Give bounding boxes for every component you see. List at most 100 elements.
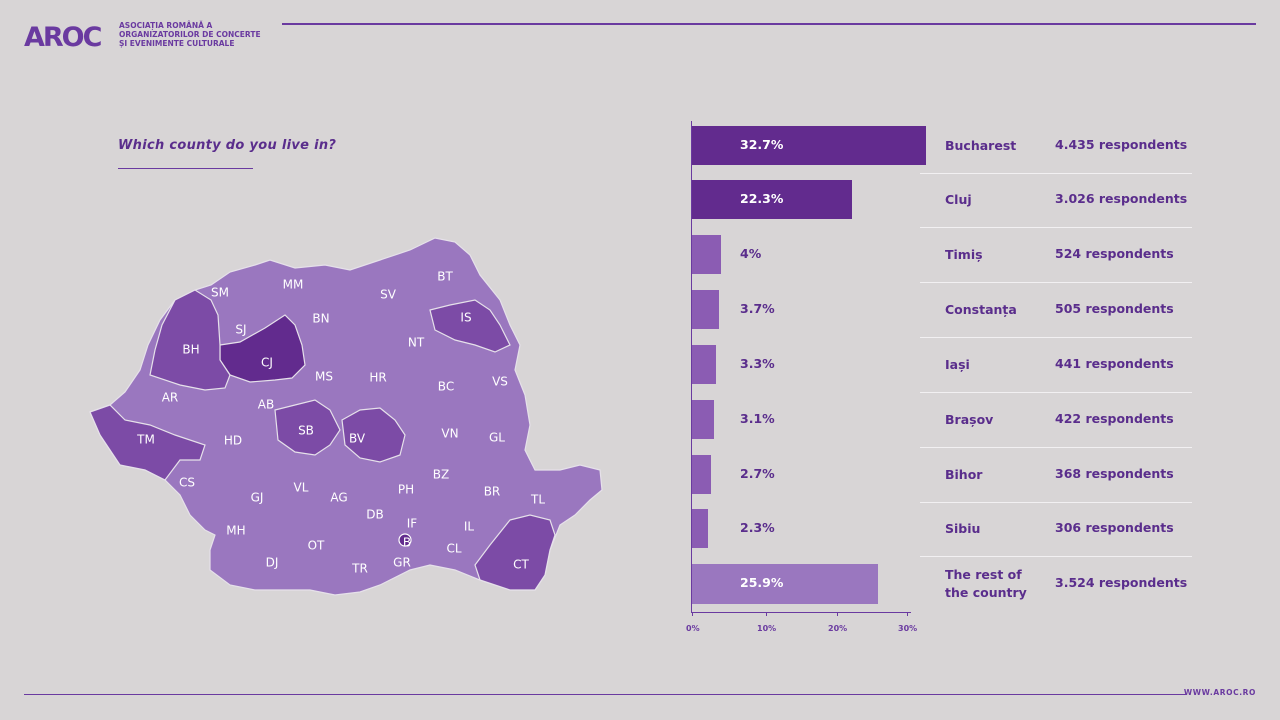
bar-8 bbox=[692, 564, 878, 604]
county-label-ms: MS bbox=[315, 370, 333, 384]
bar-value-label: 2.3% bbox=[740, 519, 775, 535]
x-tick-mark bbox=[692, 612, 693, 616]
map-counties bbox=[89, 237, 603, 596]
bar-0 bbox=[692, 126, 927, 165]
county-b bbox=[398, 533, 412, 547]
county-label-sb: SB bbox=[298, 424, 314, 438]
category-label: Brașov bbox=[945, 411, 994, 427]
romania-county-map: SM MM BT SV SJ BN IS BH CJ NT MS HR BC VS AR AB TM SB BV VN… bbox=[89, 237, 603, 596]
county-label-gj: GJ bbox=[251, 491, 264, 505]
org-name-line-1: ASOCIAȚIA ROMÂNĂ A bbox=[119, 21, 213, 30]
x-tick-mark bbox=[766, 612, 767, 616]
respondents-label: 441 respondents bbox=[1055, 355, 1174, 371]
header-divider bbox=[282, 23, 1256, 25]
org-name-line-3: ȘI EVENIMENTE CULTURALE bbox=[119, 39, 235, 48]
county-label-br: BR bbox=[484, 485, 501, 499]
county-label-sm: SM bbox=[211, 286, 229, 300]
bar-value-label: 32.7% bbox=[740, 136, 784, 152]
county-label-if: IF bbox=[407, 517, 418, 531]
county-ct bbox=[474, 514, 556, 591]
county-label-vl: VL bbox=[294, 481, 309, 495]
bar-value-label: 3.7% bbox=[740, 300, 775, 316]
bar-1 bbox=[692, 180, 852, 219]
county-label-is: IS bbox=[460, 311, 471, 325]
chart-x-axis bbox=[691, 612, 911, 613]
county-label-gl: GL bbox=[489, 431, 505, 445]
row-separator bbox=[920, 227, 1192, 228]
county-label-sj: SJ bbox=[235, 323, 246, 337]
category-label: The rest of the country bbox=[945, 567, 1027, 600]
bar-4 bbox=[692, 345, 716, 384]
county-label-ab: AB bbox=[258, 398, 274, 412]
x-tick-label: 30% bbox=[898, 624, 918, 633]
bar-value-label: 25.9% bbox=[740, 575, 784, 590]
county-label-bc: BC bbox=[438, 380, 454, 394]
footer-divider bbox=[24, 694, 1186, 695]
x-tick-label: 0% bbox=[686, 624, 700, 633]
respondents-label: 422 respondents bbox=[1055, 410, 1174, 426]
bar-7 bbox=[692, 509, 709, 548]
county-label-mm: MM bbox=[283, 278, 304, 292]
category-label: Cluj bbox=[945, 191, 972, 207]
category-label: Bihor bbox=[945, 466, 983, 482]
county-label-bt: BT bbox=[437, 270, 453, 284]
county-bv bbox=[341, 407, 406, 463]
row-separator bbox=[920, 282, 1192, 283]
county-label-hr: HR bbox=[369, 371, 386, 385]
category-label: Timiș bbox=[945, 246, 983, 262]
row-separator bbox=[920, 337, 1192, 338]
county-label-tr: TR bbox=[351, 562, 368, 576]
category-label: Constanța bbox=[945, 301, 1017, 317]
county-label-bv: BV bbox=[349, 432, 366, 446]
county-label-tm: TM bbox=[136, 433, 155, 447]
county-label-gr: GR bbox=[393, 556, 411, 570]
county-label-db: DB bbox=[366, 508, 383, 522]
county-label-mh: MH bbox=[226, 524, 245, 538]
organization-name: ASOCIAȚIA ROMÂNĂ A ORGANIZATORILOR DE CO… bbox=[119, 21, 289, 48]
respondents-label: 3.524 respondents bbox=[1055, 575, 1188, 590]
bar-6 bbox=[692, 455, 712, 494]
footer-url[interactable]: WWW.AROC.RO bbox=[1183, 688, 1256, 697]
question-underline bbox=[118, 168, 253, 169]
row-separator bbox=[920, 447, 1192, 448]
county-label-dj: DJ bbox=[266, 556, 279, 570]
county-label-hd: HD bbox=[224, 434, 242, 448]
row-separator bbox=[920, 556, 1192, 557]
category-label: Bucharest bbox=[945, 137, 1017, 153]
chart-y-axis bbox=[691, 121, 692, 613]
bar-5 bbox=[692, 400, 715, 439]
county-label-cj: CJ bbox=[261, 356, 273, 370]
respondents-label: 368 respondents bbox=[1055, 465, 1174, 481]
category-label: Sibiu bbox=[945, 520, 981, 536]
county-label-vs: VS bbox=[492, 375, 508, 389]
bar-value-label: 3.3% bbox=[740, 355, 775, 371]
county-label-tl: TL bbox=[530, 493, 545, 507]
county-label-ar: AR bbox=[162, 391, 179, 405]
map-county-labels: SM MM BT SV SJ BN IS BH CJ NT MS HR BC VS AR AB TM SB BV VN… bbox=[136, 270, 545, 576]
respondents-label: 4.435 respondents bbox=[1055, 136, 1188, 152]
row-separator bbox=[920, 502, 1192, 503]
county-label-cs: CS bbox=[179, 476, 195, 490]
bar-value-label: 2.7% bbox=[740, 465, 775, 481]
aroc-logo: AROC bbox=[24, 22, 102, 53]
respondents-label: 306 respondents bbox=[1055, 519, 1174, 535]
respondents-label: 524 respondents bbox=[1055, 245, 1174, 261]
county-label-vn: VN bbox=[441, 427, 458, 441]
row-separator bbox=[920, 392, 1192, 393]
county-sb bbox=[274, 399, 341, 456]
respondents-label: 505 respondents bbox=[1055, 300, 1174, 316]
question-title: Which county do you live in? bbox=[118, 138, 337, 153]
x-tick-mark bbox=[837, 612, 838, 616]
county-label-sv: SV bbox=[380, 288, 397, 302]
row-separator bbox=[920, 173, 1192, 174]
x-tick-label: 10% bbox=[757, 624, 777, 633]
county-label-bh: BH bbox=[182, 343, 199, 357]
org-name-line-2: ORGANIZATORILOR DE CONCERTE bbox=[119, 30, 261, 39]
county-label-ct: CT bbox=[513, 558, 529, 572]
bar-value-label: 3.1% bbox=[740, 410, 775, 426]
bar-3 bbox=[692, 290, 719, 329]
bar-value-label: 4% bbox=[740, 245, 762, 261]
x-tick-label: 20% bbox=[828, 624, 848, 633]
respondents-label: 3.026 respondents bbox=[1055, 190, 1188, 206]
county-label-cl: CL bbox=[446, 542, 461, 556]
